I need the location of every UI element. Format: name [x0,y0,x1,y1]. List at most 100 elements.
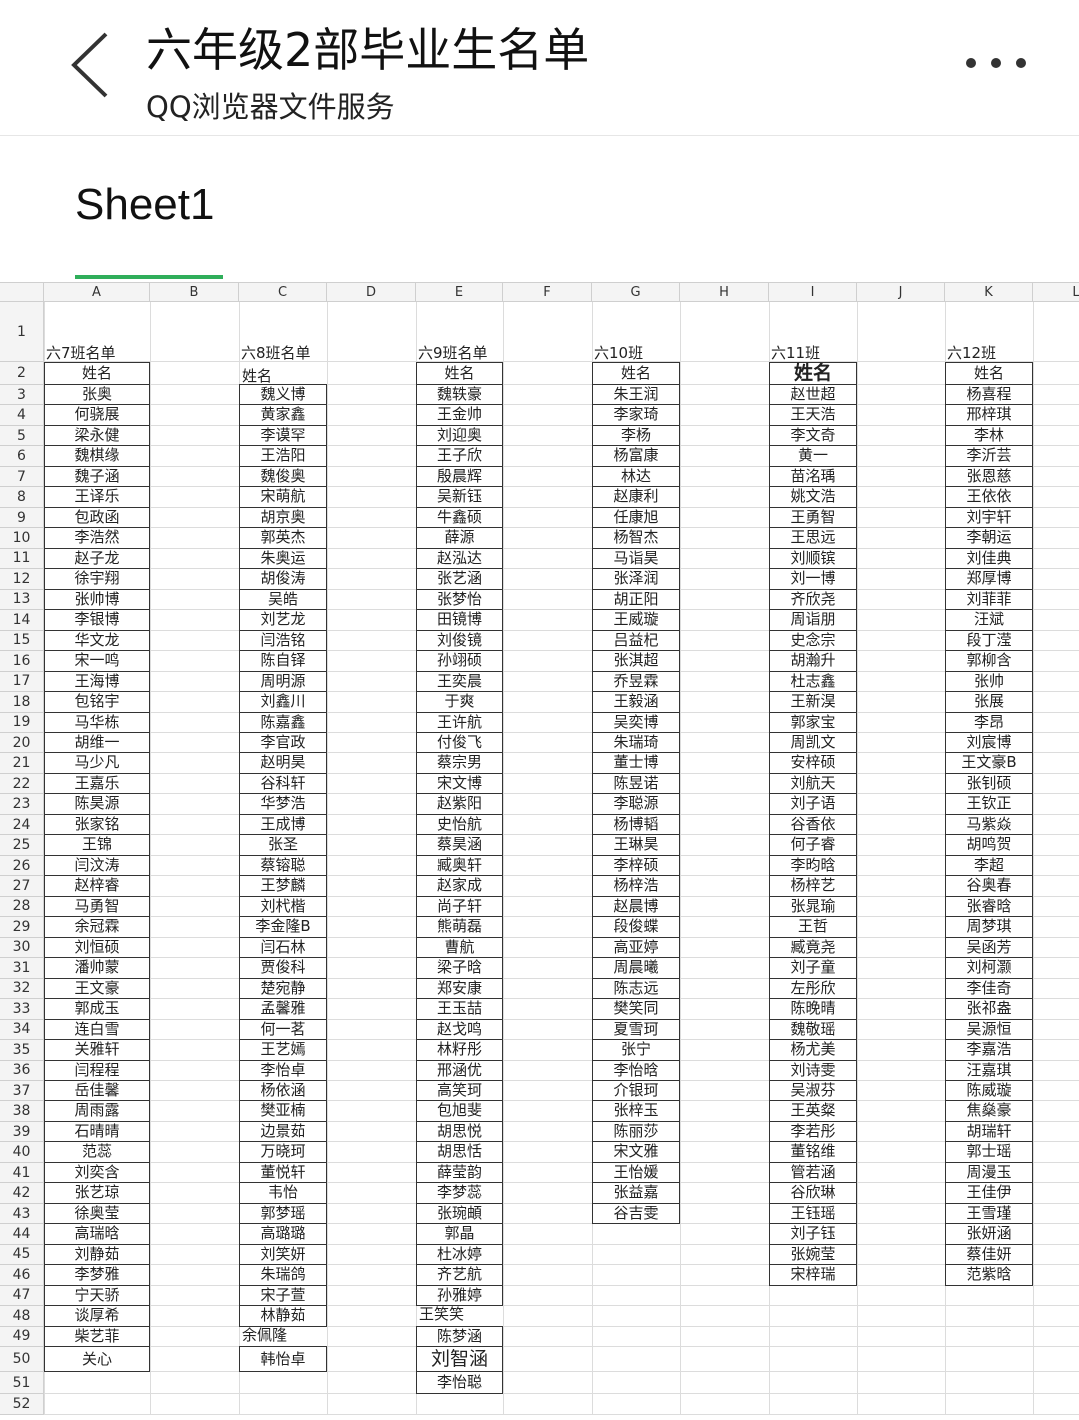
row-header-10[interactable]: 10 [0,528,44,549]
student-name-cell[interactable]: 郭梦瑶 [239,1202,327,1225]
student-name-cell[interactable]: 王新淏 [769,691,857,713]
student-name-cell[interactable]: 齐欣尧 [769,588,857,611]
student-name-cell[interactable]: 陈威璇 [945,1079,1033,1102]
column-header-G[interactable]: G [592,282,680,302]
student-name-cell[interactable]: 闫汶涛 [44,854,150,877]
student-name-cell[interactable]: 樊笑同 [592,998,680,1020]
student-name-cell[interactable]: 王思远 [769,527,857,549]
back-button[interactable] [66,30,116,100]
student-name-cell[interactable]: 刘诗雯 [769,1059,857,1081]
student-name-cell[interactable]: 陈自铎 [239,650,327,672]
student-name-cell[interactable]: 周凯文 [769,731,857,754]
student-name-cell[interactable]: 张恩慈 [945,465,1033,488]
student-name-cell[interactable]: 徐宇翔 [44,568,150,590]
row-header-40[interactable]: 40 [0,1142,44,1163]
student-name-cell[interactable]: 张艺涵 [416,568,503,590]
student-name-cell[interactable]: 宁天骄 [44,1284,150,1307]
student-name-cell[interactable]: 张钊硕 [945,772,1033,795]
student-name-cell[interactable]: 张宁 [592,1039,680,1061]
column-header-D[interactable]: D [327,282,416,302]
student-name-cell[interactable]: 李杨 [592,424,680,447]
student-name-cell[interactable]: 王佳伊 [945,1182,1033,1204]
student-name-cell[interactable]: 谈厚希 [44,1305,150,1327]
student-name-cell[interactable]: 张梓玉 [592,1100,680,1122]
student-name-cell[interactable]: 蔡佳妍 [945,1243,1033,1266]
column-header-K[interactable]: K [945,282,1033,302]
student-name-cell[interactable]: 姚文浩 [769,486,857,508]
row-header-5[interactable]: 5 [0,425,44,447]
student-name-cell[interactable]: 朱奥运 [239,547,327,570]
student-name-cell[interactable]: 徐奥莹 [44,1202,150,1225]
student-name-cell[interactable]: 谷香依 [769,813,857,836]
student-name-cell[interactable]: 孙翊硕 [416,650,503,672]
student-name-cell[interactable]: 牛鑫硕 [416,506,503,529]
student-name-cell[interactable]: 柴艺菲 [44,1325,150,1348]
row-header-23[interactable]: 23 [0,794,44,815]
row-header-27[interactable]: 27 [0,876,44,897]
student-name-cell[interactable]: 李浩然 [44,527,150,549]
student-name-cell[interactable]: 刘子钰 [769,1223,857,1245]
row-header-19[interactable]: 19 [0,712,44,733]
student-name-cell[interactable]: 曹航 [416,936,503,959]
student-name-cell[interactable]: 王金帅 [416,404,503,426]
row-header-43[interactable]: 43 [0,1203,44,1225]
student-name-cell[interactable]: 蔡宗男 [416,752,503,774]
student-name-cell[interactable]: 包旭斐 [416,1100,503,1122]
student-name-cell[interactable]: 李梓硕 [592,854,680,877]
student-name-cell[interactable]: 齐艺航 [416,1264,503,1286]
student-name-cell[interactable]: 熊萌磊 [416,916,503,938]
column-header-I[interactable]: I [769,282,857,302]
student-name-cell[interactable]: 李梦雅 [44,1264,150,1286]
row-header-48[interactable]: 48 [0,1306,44,1327]
student-name-cell[interactable]: 张琬頔 [416,1202,503,1225]
student-name-cell[interactable]: 周明源 [239,670,327,693]
student-name-cell[interactable]: 赵明昊 [239,752,327,774]
student-name-cell[interactable]: 朱瑞琦 [592,731,680,754]
student-name-cell[interactable]: 安梓硕 [769,752,857,774]
student-name-cell[interactable]: 马勇智 [44,895,150,918]
student-name-cell[interactable]: 梁子晗 [416,957,503,979]
row-header-15[interactable]: 15 [0,630,44,652]
student-name-cell[interactable]: 王威璇 [592,609,680,631]
row-header-32[interactable]: 32 [0,978,44,1000]
column-header-A[interactable]: A [44,282,150,302]
student-name-cell[interactable]: 吴函芳 [945,936,1033,959]
student-name-cell[interactable]: 刘恒硕 [44,936,150,959]
student-name-cell[interactable]: 张祁盎 [945,998,1033,1020]
student-name-cell[interactable]: 王怡媛 [592,1161,680,1184]
student-name-cell[interactable]: 闫石林 [239,936,327,959]
student-name-cell[interactable]: 史怡航 [416,813,503,836]
student-name-cell[interactable]: 闫程程 [44,1059,150,1081]
student-name-cell[interactable]: 关心 [44,1346,150,1373]
student-name-cell[interactable]: 韩怡卓 [239,1346,327,1373]
student-name-cell[interactable]: 李怡晗 [592,1059,680,1081]
student-name-cell[interactable]: 宋文博 [416,772,503,795]
student-name-cell[interactable]: 王玉喆 [416,998,503,1020]
student-name-cell[interactable]: 郭家宝 [769,711,857,733]
student-name-cell[interactable]: 周雨露 [44,1100,150,1122]
student-name-cell[interactable]: 朱瑞鸽 [239,1264,327,1286]
row-header-1[interactable]: 1 [0,302,44,362]
student-name-cell[interactable]: 谷科轩 [239,772,327,795]
student-name-cell[interactable]: 宋梓瑞 [769,1264,857,1286]
student-name-cell[interactable]: 陈梦涵 [416,1325,503,1348]
student-name-cell[interactable]: 刘智涵 [416,1346,503,1373]
student-name-cell[interactable]: 李文奇 [769,424,857,447]
student-name-cell[interactable]: 吴皓 [239,588,327,611]
student-name-cell[interactable]: 李若彤 [769,1120,857,1143]
student-name-cell[interactable]: 华梦浩 [239,793,327,815]
row-header-34[interactable]: 34 [0,1019,44,1041]
student-name-cell[interactable]: 郑厚博 [945,568,1033,590]
student-name-cell[interactable]: 乔昱霖 [592,670,680,693]
student-name-cell[interactable]: 王钰瑶 [769,1202,857,1225]
student-name-cell[interactable]: 胡维一 [44,731,150,754]
student-name-cell[interactable]: 吴奕博 [592,711,680,733]
student-name-cell[interactable]: 胡鸣贺 [945,834,1033,856]
row-header-11[interactable]: 11 [0,548,44,570]
student-name-cell[interactable]: 包政函 [44,506,150,529]
student-name-cell[interactable]: 李银博 [44,609,150,631]
student-name-cell[interactable]: 王天浩 [769,404,857,426]
student-name-cell[interactable]: 张晁瑜 [769,895,857,918]
student-name-cell[interactable]: 林籽彤 [416,1039,503,1061]
row-header-24[interactable]: 24 [0,814,44,836]
